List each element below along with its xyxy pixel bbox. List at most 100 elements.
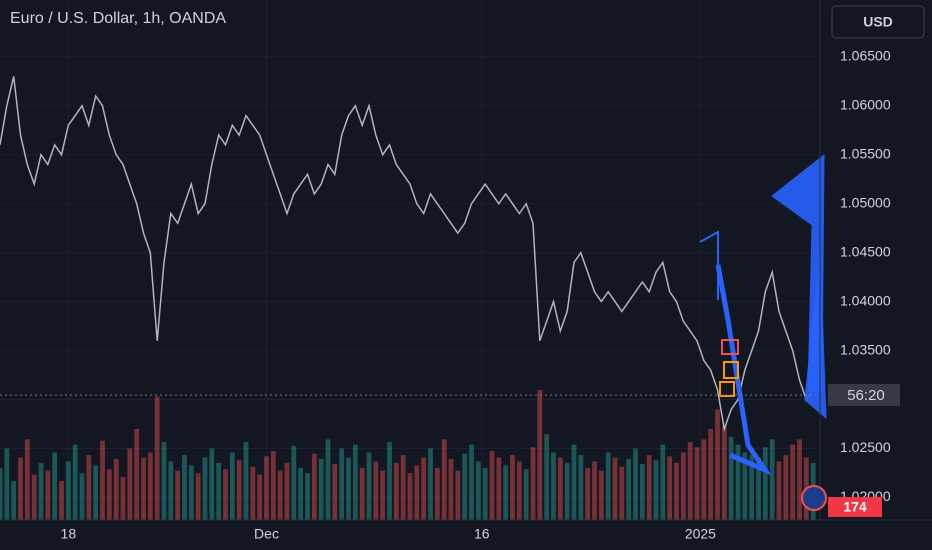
volume-bar — [667, 456, 673, 520]
volume-bar — [373, 461, 379, 520]
chart-title: Euro / U.S. Dollar, 1h, OANDA — [10, 10, 226, 27]
volume-bar — [749, 455, 755, 520]
volume-bar — [264, 456, 269, 520]
volume-bar — [557, 457, 563, 520]
currency-button[interactable] — [831, 5, 925, 39]
boxes — [719, 339, 739, 397]
volume-bar — [674, 462, 679, 520]
volume-bar — [434, 468, 440, 520]
drawings — [699, 153, 827, 476]
x-tick-label: 2025 — [685, 526, 716, 542]
volume-bar — [325, 439, 331, 520]
volume-bar — [612, 457, 618, 520]
volume-bar — [216, 462, 222, 520]
y-tick-label: 1.06500 — [840, 48, 891, 64]
volume-bar — [735, 444, 741, 520]
price-line — [0, 76, 814, 432]
box — [719, 381, 735, 397]
arrow-down — [804, 249, 827, 420]
box — [723, 361, 739, 379]
volume-bar — [24, 439, 30, 520]
volume-bar — [551, 452, 556, 520]
currency-icon — [801, 485, 827, 511]
volume-bar — [523, 469, 529, 520]
volume-bar — [646, 455, 652, 520]
volume-bar — [141, 457, 146, 520]
volume-bar — [469, 444, 474, 520]
currency-label[interactable]: USD — [863, 14, 893, 30]
volume-bar — [708, 429, 714, 520]
volume-bar — [701, 439, 707, 520]
volume-bar — [639, 464, 645, 520]
volume-bar — [284, 462, 290, 520]
y-tick-label: 1.06000 — [840, 96, 891, 112]
volume-bar — [305, 473, 310, 520]
x-tick-label: 16 — [474, 526, 490, 542]
volume-bar — [503, 465, 509, 520]
volume-bar — [653, 460, 659, 520]
volume-bar — [530, 447, 536, 520]
volume-bar — [387, 442, 392, 520]
countdown: 56:20 — [847, 387, 885, 404]
volume-bar — [250, 466, 256, 520]
volume-bar — [120, 477, 126, 520]
volume-bar — [592, 461, 597, 520]
volume-bar — [93, 465, 99, 520]
volume-bar — [571, 444, 577, 520]
volume-bar — [298, 468, 304, 520]
volume-bar — [776, 461, 782, 520]
volume-bar — [182, 455, 187, 520]
volume-bar — [188, 465, 194, 520]
volume-bar — [797, 439, 802, 520]
volume-bar — [72, 444, 78, 520]
price — [0, 76, 814, 432]
volume-bar — [496, 457, 502, 520]
volume-bar — [619, 466, 625, 520]
volume-bar — [544, 434, 550, 520]
volume-bar — [694, 447, 700, 520]
volume-bar — [86, 455, 92, 520]
volume-bar — [400, 455, 406, 520]
volume-bar — [393, 462, 399, 520]
volume-bar — [578, 455, 584, 520]
y-tick-label: 1.05500 — [840, 145, 891, 161]
volume-bar — [100, 440, 105, 520]
volume-bar — [79, 473, 85, 520]
y-tick-label: 1.03500 — [840, 341, 891, 357]
volume-bar — [11, 481, 17, 520]
volume-bar — [448, 458, 454, 520]
volume-bar — [489, 451, 495, 520]
volume-bar — [687, 442, 693, 520]
volume-bar — [475, 461, 481, 520]
x-tick-label: Dec — [254, 526, 279, 542]
volume-bar — [134, 429, 140, 520]
volume-bar — [742, 452, 748, 520]
volume-bar — [762, 447, 768, 520]
volume-bar — [728, 436, 734, 520]
volume-bar — [482, 468, 488, 520]
volume-bar — [65, 461, 71, 520]
volume-bar — [154, 396, 160, 520]
volume-bar — [756, 457, 761, 520]
volume-bar — [175, 470, 181, 520]
volume-bar — [380, 470, 386, 520]
axis-labels: 1.020001.025001.030001.035001.040001.045… — [61, 48, 891, 542]
volume-bar — [421, 457, 427, 520]
volume-bar — [18, 457, 23, 520]
volume-bar — [209, 448, 215, 520]
volume-bar — [257, 474, 263, 520]
volume-bar — [346, 457, 351, 520]
volume-bar — [455, 470, 461, 520]
volume-bar — [339, 448, 345, 520]
volume-bar — [106, 469, 112, 520]
volume-bar — [52, 452, 58, 520]
volume-bar — [223, 469, 228, 520]
arrow-down-large — [715, 264, 772, 476]
volume-bar — [598, 470, 604, 520]
volume-bar — [414, 465, 420, 520]
volume-bar — [113, 458, 119, 520]
volume-bar — [428, 448, 433, 520]
